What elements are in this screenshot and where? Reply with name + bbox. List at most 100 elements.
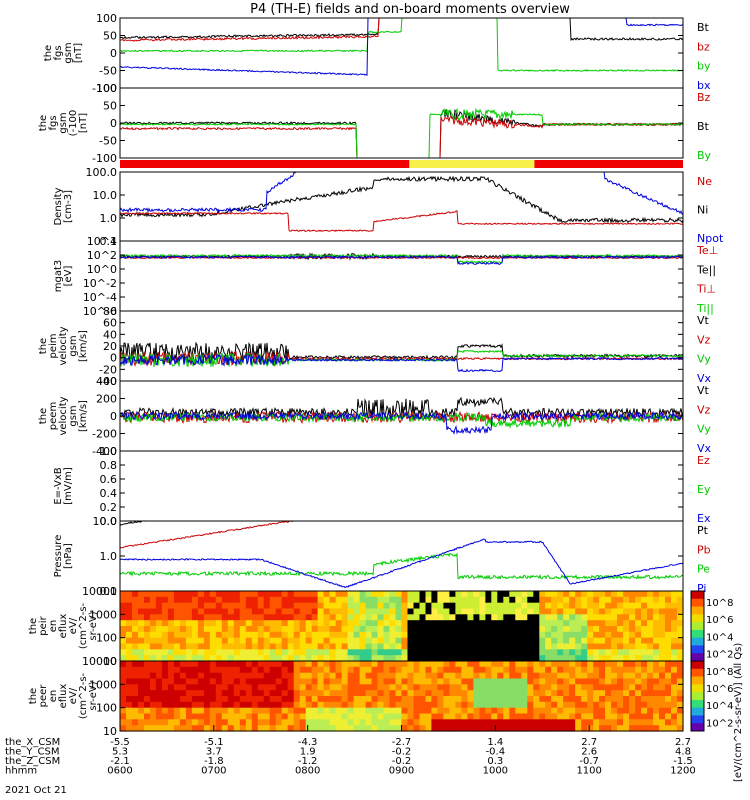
ylabel-line: gsm — [63, 42, 74, 63]
xaxis-row-label: the_Z_CSM — [5, 756, 60, 767]
legend-Vz: Vz — [697, 333, 711, 346]
xaxis-row-label: the_X_CSM — [5, 737, 60, 748]
ylabel-line: [nPa] — [63, 543, 74, 569]
ytick-label: 1.0 — [100, 445, 118, 458]
ytick-label: 10.0 — [93, 189, 118, 202]
legend-Vy: Vy — [697, 353, 711, 366]
xaxis-row-label: the_Y_CSM — [5, 747, 59, 758]
ytick-label: 10^-6 — [83, 305, 117, 318]
trace-Vx — [120, 353, 683, 373]
ylabel-line: velocity — [58, 396, 69, 435]
panel-efield: 1.00.80.60.40.20.0 E=-VxB [mV/m] Ez Ey Ex — [53, 445, 711, 528]
ytick-label: 10^-4 — [83, 291, 117, 304]
legend-Vx: Vx — [697, 442, 712, 455]
ylabel-line: [cm-3] — [63, 190, 74, 223]
colorbar-swatch — [691, 598, 704, 608]
colorbar-tick: 10^6 — [706, 684, 733, 695]
xaxis-value: -4.3 — [298, 737, 318, 748]
trace-peem-Vx — [120, 411, 683, 435]
panel-pressure: 10.0 1.0 0.1 Pressure [nPa] Pt Pb Pe Pi — [53, 515, 711, 598]
trace-Ti-perp — [120, 254, 683, 265]
ytick-label: 0 — [110, 352, 117, 365]
colorbar-tick: 10^8 — [706, 667, 733, 678]
colorbar-tick: 10^8 — [706, 598, 733, 609]
spectrogram-9 — [120, 661, 684, 732]
legend-Vz: Vz — [697, 403, 711, 416]
legend-Ne: Ne — [697, 175, 712, 188]
trace-peem-Vt — [120, 396, 683, 422]
ytick-label: 10 — [103, 725, 117, 738]
ytick-label: 10 — [103, 655, 117, 668]
ytick-label: -50 — [99, 135, 117, 148]
ylabel-line: [eV] — [63, 266, 74, 287]
colorbar-swatch — [691, 645, 704, 654]
xaxis-date: 2021 Oct 21 — [5, 785, 67, 796]
legend-Npot: Npot — [697, 232, 724, 245]
legend-Ti||: Ti|| — [696, 302, 714, 315]
ylabel-line: eV/ — [68, 687, 79, 704]
trace-Vz — [120, 350, 683, 367]
xaxis-value: 2.7 — [581, 737, 597, 748]
legend-Bt: Bt — [697, 21, 710, 34]
colorbar-tick: 10^4 — [706, 632, 733, 643]
xaxis-value: 3.7 — [206, 747, 222, 758]
ytick-label: 50 — [103, 100, 117, 113]
ylabel-line: velocity — [58, 326, 69, 365]
ylabel-line: eflux — [58, 684, 69, 709]
xaxis-value: 4.8 — [675, 747, 691, 758]
xaxis-value: 0.3 — [487, 756, 503, 767]
xaxis-value: 1.9 — [300, 747, 316, 758]
xaxis-value: -0.7 — [579, 756, 599, 767]
ytick-label: 0 — [110, 47, 117, 60]
ytick-label: -200 — [92, 428, 117, 441]
legend-Pt: Pt — [697, 524, 709, 537]
colorbar-swatch — [691, 622, 704, 631]
ytick-label: 80 — [103, 305, 117, 318]
ylabel: Pressure [nPa] — [53, 535, 74, 578]
ylabel-line: gsm — [68, 405, 79, 426]
legend-Bz: Bz — [697, 91, 711, 104]
legend-Te||: Te|| — [696, 263, 716, 276]
panel-fgs-gsm: 100 50 0 -50 -100 the fgs gsm [nT] Bt bz by bx — [43, 12, 711, 95]
colorbar-swatch — [691, 676, 704, 685]
colorbar-label: [eV/(cm^2-s-sr-eV)] (All Qs) — [733, 643, 744, 782]
ylabel-line: peem — [48, 402, 59, 430]
colorbar-tick: 10^2 — [706, 718, 733, 729]
ylabel-line: gsm — [68, 335, 79, 356]
x-axis-annotation: the_X_CSM -5.5 -5.1 -4.3 -2.7 1.4 2.7 2.7 the_Y_… — [5, 737, 696, 796]
colorbar-swatch — [691, 707, 704, 716]
ylabel-line: [nT] — [73, 43, 84, 63]
ytick-label: 100 — [96, 632, 117, 645]
page-title: P4 (TH-E) fields and on-board moments ov… — [250, 2, 570, 17]
legend-Vt: Vt — [697, 384, 710, 397]
ylabel-line: sr-eV) — [88, 611, 99, 640]
ylabel-line: (cm^2-s- — [78, 602, 89, 649]
ylabel-line: fgs — [48, 115, 59, 130]
ytick-label: 10.0 — [93, 515, 118, 528]
ylabel-line: sr-eV) — [88, 681, 99, 710]
ylabel-line: [km/s] — [78, 400, 89, 432]
panel-fgs-gsm-clip: 100 50 0 -50 -100 the fgs gsm (-100 [nT] Bz Bt By — [38, 82, 712, 165]
ylabel-line: fgs — [53, 45, 64, 60]
legend-Ey: Ey — [697, 483, 711, 496]
ylabel: the peim velocity gsm [km/s] — [38, 326, 89, 365]
trace-Ne — [120, 210, 683, 233]
colorbar-swatch — [691, 637, 704, 646]
xaxis-value: 1000 — [483, 766, 508, 777]
xaxis-value: 5.3 — [112, 747, 128, 758]
trace-By — [120, 107, 683, 158]
ytick-label: 10^-2 — [83, 277, 117, 290]
panel-frame — [119, 240, 684, 312]
trace-Npot — [120, 172, 683, 216]
ylabel-line: [mV/m] — [63, 467, 74, 505]
legend-Vt: Vt — [697, 314, 710, 327]
legend-Bt: Bt — [697, 120, 710, 133]
trace-Pt — [120, 521, 683, 526]
legend-Ti⊥: Ti⊥ — [696, 283, 716, 296]
ytick-label: 100 — [96, 82, 117, 95]
ylabel-line: the — [38, 408, 49, 424]
ylabel-line: en — [48, 620, 59, 633]
xaxis-row-label: hhmm — [5, 766, 37, 777]
trace-by — [120, 18, 683, 72]
ylabel: mgat3 [eV] — [53, 260, 74, 293]
